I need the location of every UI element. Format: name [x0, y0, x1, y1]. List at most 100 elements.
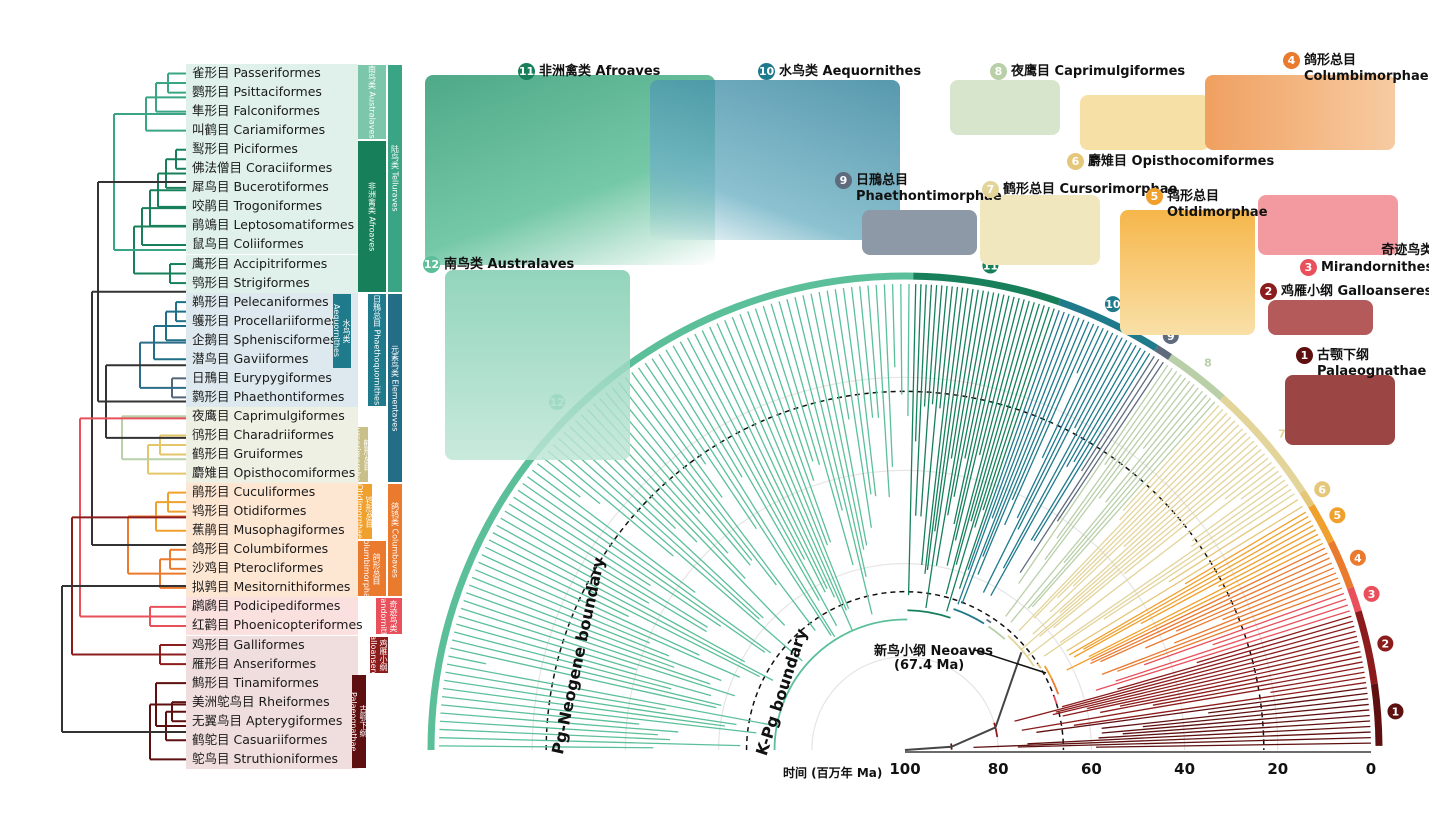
radial-internal-branch	[681, 493, 701, 515]
radial-internal-branch	[921, 486, 930, 566]
order-label: 鸡形目 Galliformes	[192, 636, 305, 652]
order-row-bg	[186, 254, 358, 274]
order-label: 䴕形目 Piciformes	[192, 141, 298, 157]
radial-internal-branch	[657, 577, 766, 653]
ring-number: 8	[1204, 356, 1212, 369]
radial-internal-branch	[1049, 494, 1174, 613]
radial-tip-branch	[444, 679, 527, 694]
radial-internal-branch	[686, 437, 707, 465]
radial-tip-branch	[1215, 577, 1339, 628]
radial-tip-branch	[961, 292, 995, 457]
ring-number: 3	[1368, 588, 1376, 601]
radial-internal-branch	[791, 492, 853, 631]
radial-internal-branch	[1212, 635, 1238, 646]
radial-tip-branch	[1101, 440, 1255, 577]
radial-tip-branch	[1193, 731, 1371, 740]
order-row-bg	[186, 425, 358, 445]
radial-internal-branch	[1030, 481, 1067, 541]
radial-tip-branch	[448, 655, 478, 663]
radial-internal-branch	[795, 428, 815, 481]
radial-internal-branch	[974, 496, 986, 528]
order-row-bg	[186, 559, 358, 579]
radial-tip-branch	[1303, 572, 1337, 587]
radial-tip-branch	[834, 289, 853, 400]
ring-number: 9	[1167, 330, 1175, 343]
order-label: 隼形目 Falconiformes	[192, 103, 320, 119]
radial-tip-branch	[1232, 610, 1350, 649]
order-row-bg	[186, 216, 358, 236]
radial-tip-branch	[1221, 656, 1362, 687]
radial-internal-branch	[1095, 646, 1234, 691]
radial-tip-branch	[1121, 725, 1371, 740]
radial-internal-branch	[583, 646, 735, 697]
radial-internal-branch	[658, 625, 760, 678]
ring-number-badge	[1349, 549, 1366, 566]
radial-internal-branch	[1068, 613, 1141, 656]
radial-tip-branch	[1057, 315, 1075, 358]
order-row-bg	[186, 102, 358, 122]
radial-tip-branch	[1175, 499, 1299, 578]
radial-internal-branch	[1014, 649, 1286, 722]
time-axis-tick: 100	[889, 760, 921, 778]
radial-tip-branch	[531, 469, 664, 569]
clade-bar: 鸽形总目 Columbimorphae	[358, 541, 386, 597]
radial-tip-branch	[1114, 371, 1178, 458]
radial-tip-branch	[1143, 367, 1173, 409]
order-label: 鹲形目 Phaethontiformes	[192, 388, 345, 404]
radial-internal-branch	[1076, 359, 1084, 374]
order-row-bg	[186, 83, 358, 103]
radial-tip-branch	[452, 639, 478, 647]
radial-internal-branch	[1027, 738, 1122, 745]
radial-internal-branch	[820, 514, 832, 543]
radial-tip-branch	[1172, 428, 1244, 496]
radial-tip-branch	[1229, 736, 1371, 743]
radial-tip-branch	[1314, 698, 1369, 706]
radial-tip-branch	[1229, 567, 1335, 613]
radial-tip-branch	[1236, 598, 1347, 638]
radial-internal-branch	[752, 547, 816, 631]
radial-tip-branch	[747, 311, 822, 516]
radial-tip-branch	[644, 362, 742, 507]
palaeognathae-illustration	[1285, 375, 1395, 445]
radial-internal-branch	[982, 502, 1029, 593]
radial-internal-branch	[978, 333, 1011, 456]
neoaves-age: (67.4 Ma)	[894, 658, 965, 673]
radial-internal-branch	[907, 409, 914, 596]
root-branch	[904, 745, 952, 751]
clade-bar: 南鸟类 Australaves	[358, 65, 386, 140]
clade-bar: 陆鸟类 Telluraves	[388, 65, 402, 292]
clade-bar: 水鸟类 Aequornithes	[333, 293, 351, 368]
radial-tip-branch	[1332, 681, 1367, 689]
radial-tip-branch	[1039, 317, 1080, 415]
order-row-bg	[186, 330, 358, 350]
radial-tip-branch	[1208, 635, 1358, 675]
radial-internal-branch	[1196, 635, 1287, 664]
radial-internal-branch	[633, 742, 741, 747]
radial-internal-branch	[569, 594, 700, 656]
radial-tip-branch	[1221, 529, 1317, 581]
radial-tip-branch	[1125, 405, 1220, 508]
neoaves-label: 新鸟小纲 Neoaves	[874, 644, 993, 659]
clade-bar: 非洲禽类 Afroaves	[358, 141, 386, 292]
radial-internal-branch	[920, 398, 930, 517]
radial-internal-branch	[1119, 445, 1190, 521]
radial-internal-branch	[641, 733, 658, 736]
radial-crown-arc	[1053, 695, 1058, 704]
radial-internal-branch	[1142, 433, 1156, 450]
radial-internal-branch	[926, 366, 954, 571]
radial-tip-branch	[709, 326, 735, 381]
radial-internal-branch	[1115, 660, 1177, 682]
radial-internal-branch	[786, 516, 826, 593]
group-label-australaves: 12 南鸟类 Australaves	[423, 256, 575, 273]
radial-internal-branch	[853, 501, 865, 550]
radial-tip-branch	[1107, 380, 1191, 488]
radial-internal-branch	[679, 625, 746, 663]
order-label: 沙鸡目 Pterocliformes	[192, 560, 324, 576]
radial-tip-branch	[1171, 687, 1367, 715]
radial-internal-branch	[977, 449, 1031, 575]
radial-tip-branch	[802, 295, 844, 472]
radial-internal-branch	[914, 305, 921, 442]
radial-internal-branch	[1002, 474, 1055, 569]
radial-internal-branch	[1140, 579, 1223, 625]
radial-internal-branch	[1142, 720, 1194, 728]
